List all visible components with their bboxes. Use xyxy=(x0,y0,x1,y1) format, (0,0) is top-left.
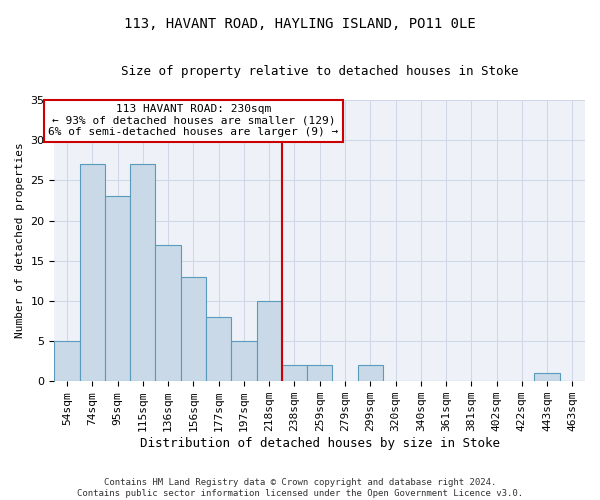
Text: 113 HAVANT ROAD: 230sqm
← 93% of detached houses are smaller (129)
6% of semi-de: 113 HAVANT ROAD: 230sqm ← 93% of detache… xyxy=(48,104,338,137)
Bar xyxy=(231,341,257,381)
Bar xyxy=(181,277,206,381)
Bar xyxy=(535,373,560,381)
X-axis label: Distribution of detached houses by size in Stoke: Distribution of detached houses by size … xyxy=(140,437,500,450)
Bar xyxy=(155,244,181,381)
Title: Size of property relative to detached houses in Stoke: Size of property relative to detached ho… xyxy=(121,65,518,78)
Bar xyxy=(307,365,332,381)
Text: Contains HM Land Registry data © Crown copyright and database right 2024.
Contai: Contains HM Land Registry data © Crown c… xyxy=(77,478,523,498)
Y-axis label: Number of detached properties: Number of detached properties xyxy=(15,142,25,338)
Bar xyxy=(80,164,105,381)
Bar xyxy=(105,196,130,381)
Bar xyxy=(206,317,231,381)
Bar xyxy=(358,365,383,381)
Text: 113, HAVANT ROAD, HAYLING ISLAND, PO11 0LE: 113, HAVANT ROAD, HAYLING ISLAND, PO11 0… xyxy=(124,18,476,32)
Bar xyxy=(55,341,80,381)
Bar xyxy=(282,365,307,381)
Bar xyxy=(257,301,282,381)
Bar xyxy=(130,164,155,381)
